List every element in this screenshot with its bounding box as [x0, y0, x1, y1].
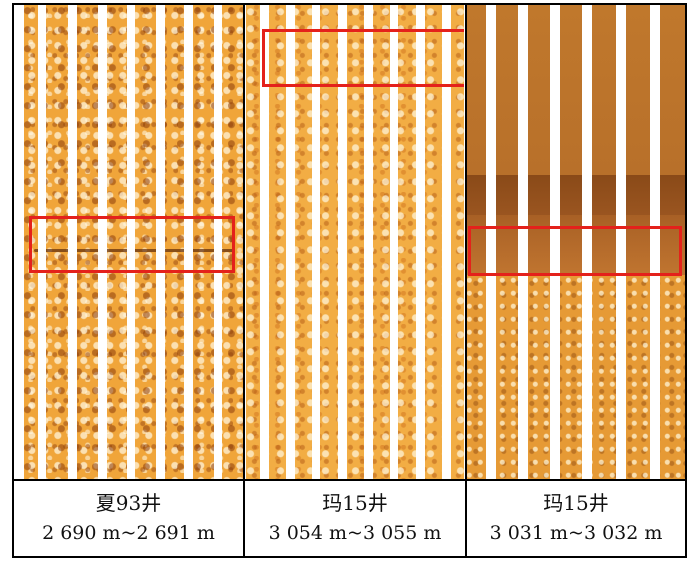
core-strip-gap [214, 5, 222, 479]
depth-range: 3 054 m~3 055 m [268, 522, 442, 544]
well-name: 玛15井 [322, 491, 388, 515]
core-strip-gap [338, 5, 347, 479]
core-strip-gap [582, 5, 592, 479]
core-strip-gap [390, 5, 398, 479]
core-strip-gap [616, 5, 626, 479]
core-photo-figure: 夏93井 2 690 m~2 691 m 玛15井 3 054 m~3 055 … [12, 3, 687, 558]
core-strip-gap [312, 5, 320, 479]
core-texture [466, 275, 685, 479]
depth-range: 2 690 m~2 691 m [42, 522, 215, 544]
core-photo-panel-2 [246, 5, 464, 479]
core-mid-band [466, 215, 685, 275]
core-strip-gap [98, 5, 107, 479]
core-strip-gap [156, 5, 165, 479]
core-strip-gap [442, 5, 451, 479]
core-strip-gap [68, 5, 77, 479]
core-strip-gap [550, 5, 560, 479]
well-name: 夏93井 [95, 491, 162, 515]
highlight-box [262, 29, 464, 87]
highlight-box [468, 226, 682, 276]
core-dark-band [466, 175, 685, 215]
core-strip-gap [38, 5, 46, 479]
core-strip-gap [486, 5, 496, 479]
caption-cell-2: 玛15井 3 054 m~3 055 m [245, 481, 465, 556]
highlight-box [29, 216, 235, 273]
core-strip-gap [184, 5, 193, 479]
core-photo-panel-1 [24, 5, 244, 479]
caption-cell-3: 玛15井 3 031 m~3 032 m [467, 481, 685, 556]
caption-cell-1: 夏93井 2 690 m~2 691 m [14, 481, 243, 556]
core-upper-zone [466, 5, 685, 175]
core-photo-row [14, 5, 685, 479]
core-strip-gap [364, 5, 373, 479]
core-strip-gap [286, 5, 295, 479]
core-strip-gap [127, 5, 135, 479]
well-name: 玛15井 [543, 491, 609, 515]
core-strip-gap [518, 5, 528, 479]
column-divider [243, 5, 245, 556]
row-divider [14, 479, 685, 481]
depth-range: 3 031 m~3 032 m [489, 522, 663, 544]
column-divider [465, 5, 467, 556]
core-photo-panel-3 [466, 5, 685, 479]
core-strip-gap [260, 5, 269, 479]
core-strip-gap [416, 5, 425, 479]
core-strip-gap [650, 5, 660, 479]
